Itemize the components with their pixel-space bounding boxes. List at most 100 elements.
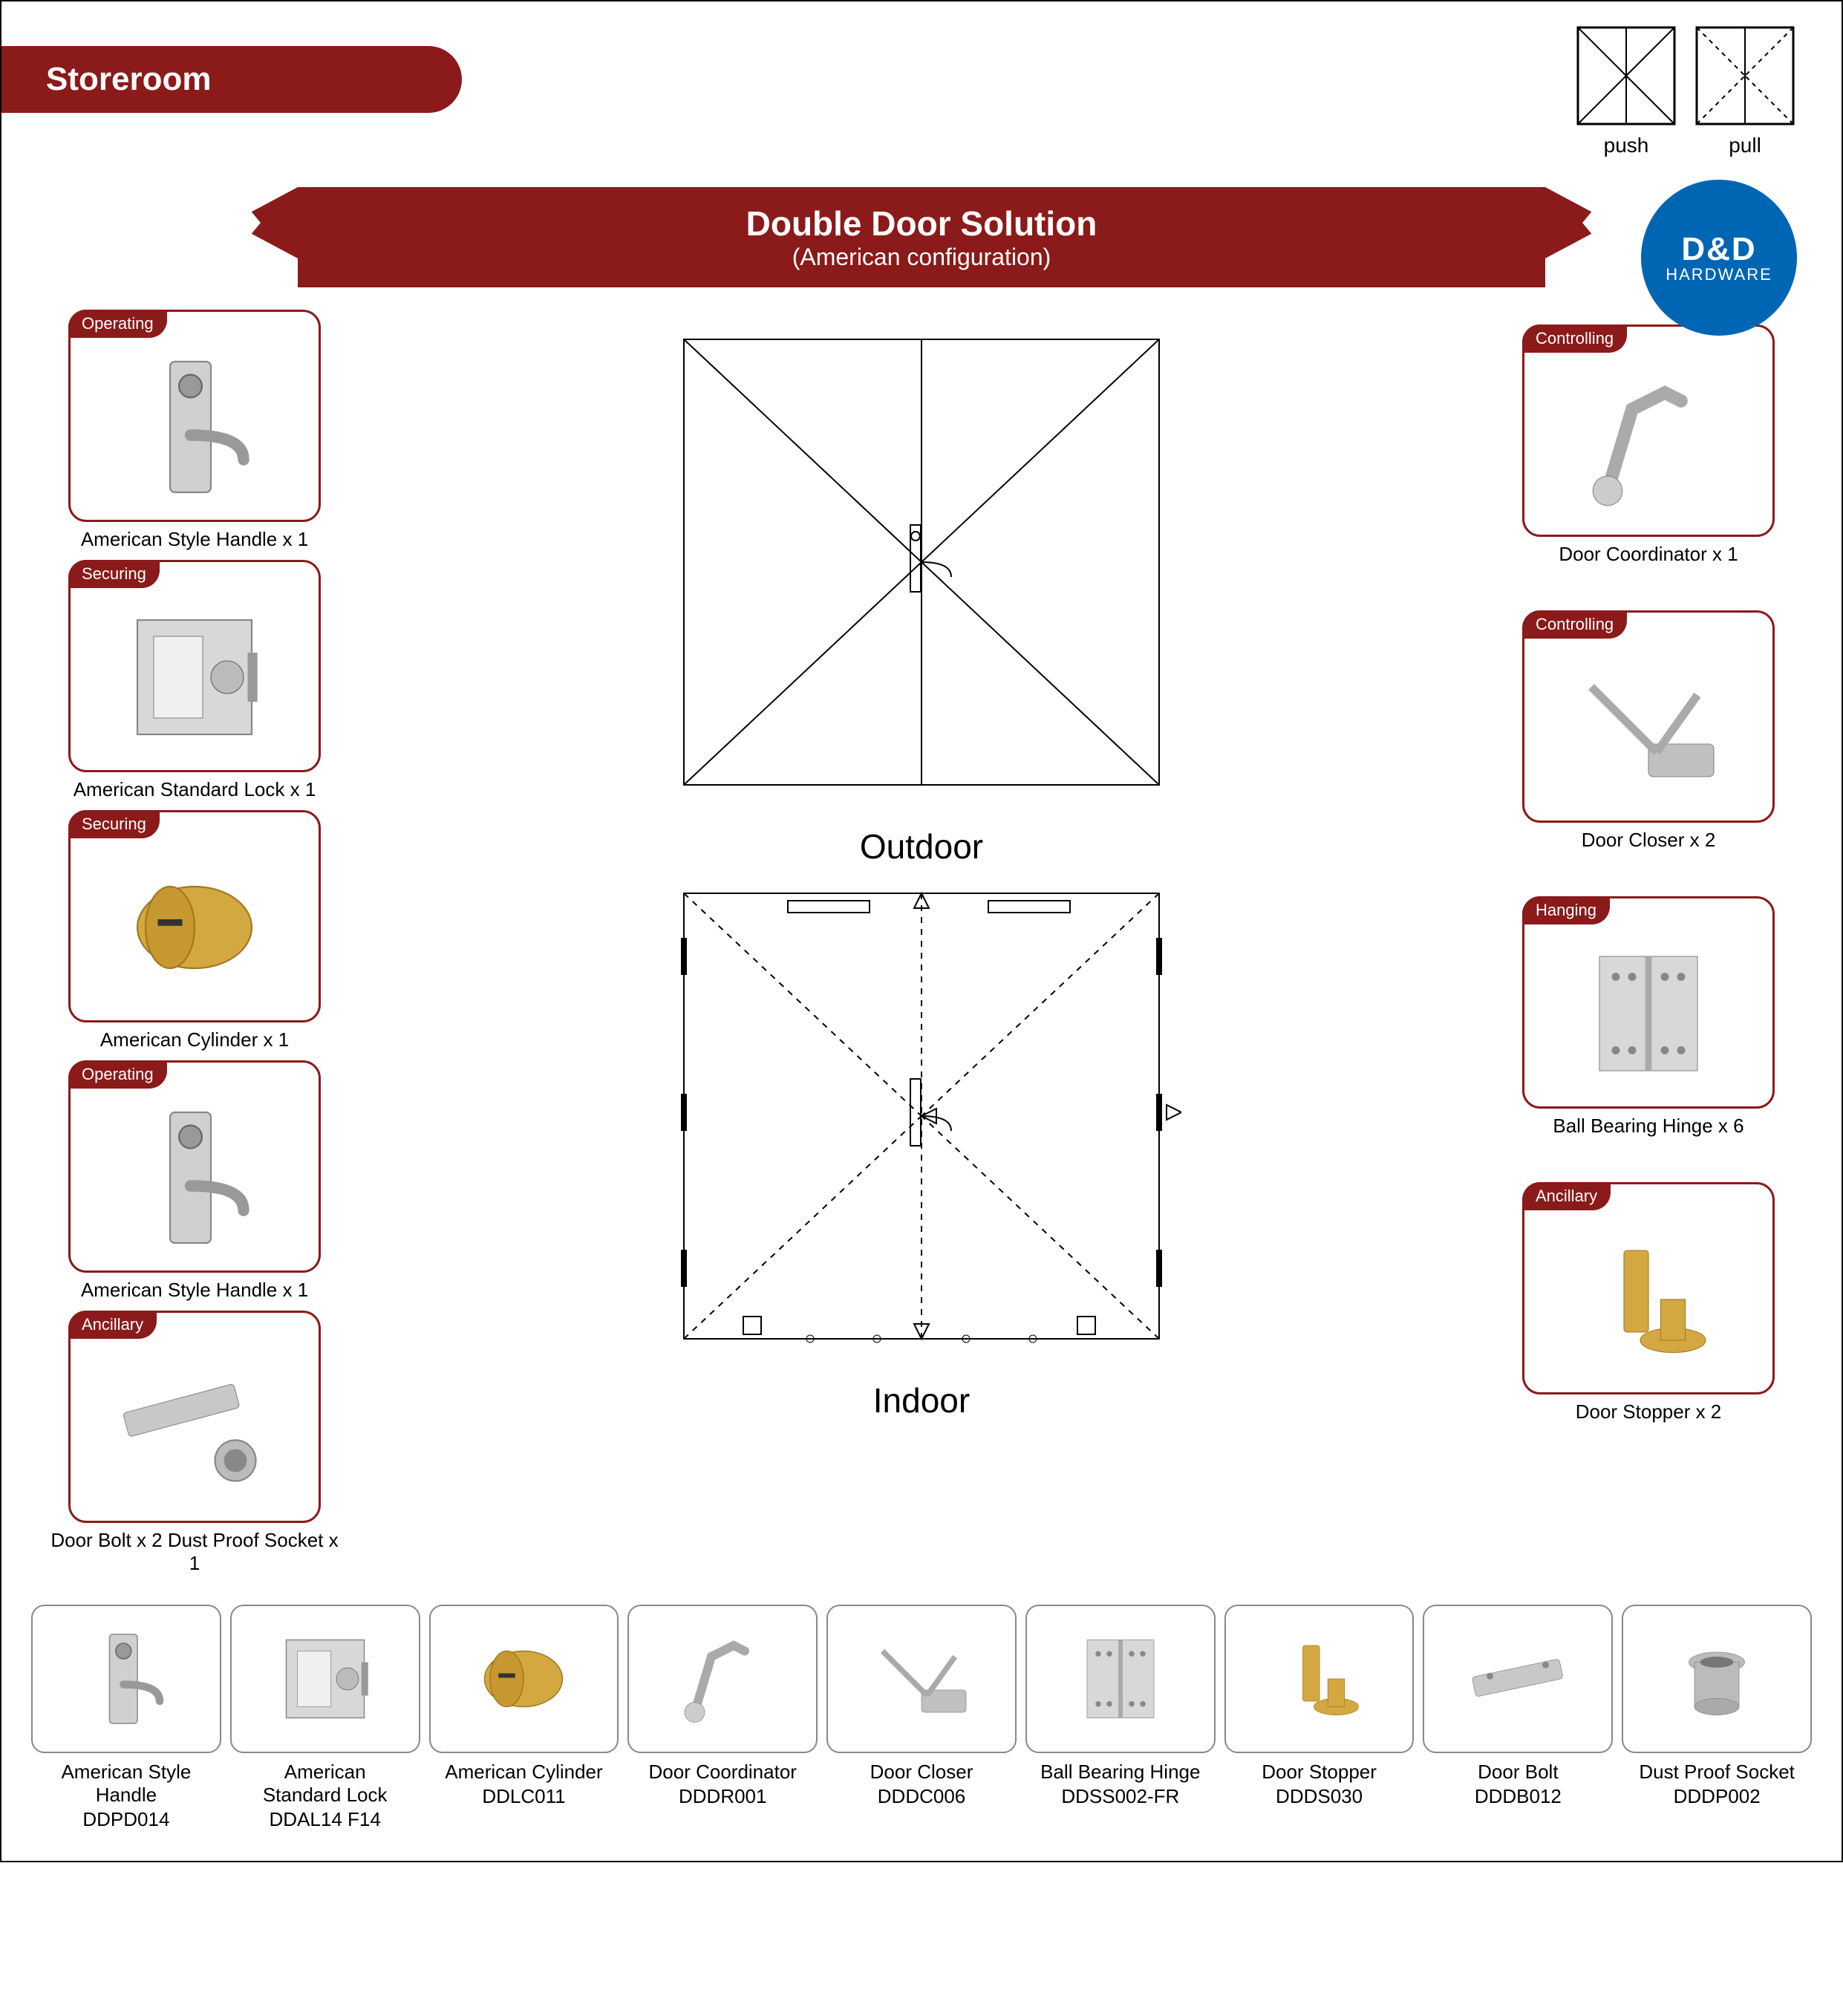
card-caption: Door Coordinator x 1 xyxy=(1559,537,1738,566)
card-wrap-left-4: Ancillary Door Bolt x 2 Dust Proof Socke… xyxy=(46,1311,343,1575)
card-right-2: Hanging xyxy=(1522,896,1775,1109)
card-caption: Door Stopper x 2 xyxy=(1576,1394,1722,1423)
card-tag: Ancillary xyxy=(1522,1182,1611,1210)
right-column: Controlling Door Coordinator x 1 Control… xyxy=(1500,310,1797,1575)
title-ribbon: Double Door Solution (American configura… xyxy=(1,187,1842,287)
product-name: Door Closer xyxy=(826,1761,1017,1784)
closer-icon xyxy=(1524,613,1772,821)
card-left-0: Operating xyxy=(68,310,321,522)
product-item-4: Door Closer DDDC006 xyxy=(826,1605,1017,1831)
card-tag: Securing xyxy=(68,560,160,588)
title-main: Double Door Solution xyxy=(298,203,1545,244)
product-item-6: Door Stopper DDDS030 xyxy=(1224,1605,1415,1831)
left-column: Operating American Style Handle x 1 Secu… xyxy=(46,310,343,1575)
push-pull-legend: push pull xyxy=(1574,24,1797,157)
card-tag: Securing xyxy=(68,810,160,838)
card-wrap-right-0: Controlling Door Coordinator x 1 xyxy=(1500,324,1797,566)
card-wrap-right-2: Hanging Ball Bearing Hinge x 6 xyxy=(1500,896,1797,1138)
coordinator-icon xyxy=(1524,327,1772,535)
card-left-2: Securing xyxy=(68,810,321,1022)
stopper-icon xyxy=(1524,1184,1772,1392)
card-caption: Door Closer x 2 xyxy=(1582,823,1716,852)
card-tag: Controlling xyxy=(1522,324,1627,353)
card-caption: American Style Handle x 1 xyxy=(81,522,308,551)
card-caption: American Style Handle x 1 xyxy=(81,1273,308,1302)
lock-icon xyxy=(71,562,319,770)
handle-icon xyxy=(71,1063,319,1270)
product-code: DDDS030 xyxy=(1224,1785,1415,1808)
card-left-4: Ancillary xyxy=(68,1311,321,1523)
push-icon xyxy=(1574,24,1678,128)
handle-icon xyxy=(31,1605,221,1753)
bolt-icon xyxy=(71,1313,319,1521)
pull-box: pull xyxy=(1693,24,1797,157)
doorbolt-icon xyxy=(1423,1605,1613,1753)
card-caption: American Cylinder x 1 xyxy=(100,1022,289,1051)
product-name: American Cylinder xyxy=(429,1761,619,1784)
header: Storeroom push xyxy=(1,1,1842,157)
card-right-3: Ancillary xyxy=(1522,1182,1775,1394)
card-tag: Operating xyxy=(68,1060,167,1089)
banner-storeroom: Storeroom xyxy=(1,46,462,113)
hinge-icon xyxy=(1025,1605,1216,1753)
indoor-label: Indoor xyxy=(873,1380,970,1420)
card-wrap-left-0: Operating American Style Handle x 1 xyxy=(46,310,343,551)
product-item-3: Door Coordinator DDDR001 xyxy=(627,1605,818,1831)
card-right-0: Controlling xyxy=(1522,324,1775,537)
lock-icon xyxy=(230,1605,420,1753)
page-container: Storeroom push xyxy=(0,0,1843,1862)
product-code: DDPD014 xyxy=(31,1808,221,1831)
cylinder-icon xyxy=(71,812,319,1020)
product-code: DDAL14 F14 xyxy=(230,1808,420,1831)
product-item-5: Ball Bearing Hinge DDSS002-FR xyxy=(1025,1605,1216,1831)
product-name: Door Coordinator xyxy=(627,1761,818,1784)
push-label: push xyxy=(1574,134,1678,157)
indoor-door-diagram xyxy=(662,886,1181,1361)
logo-badge: D&D HARDWARE xyxy=(1641,180,1797,336)
product-item-8: Dust Proof Socket DDDP002 xyxy=(1622,1605,1812,1831)
product-item-1: AmericanStandard Lock DDAL14 F14 xyxy=(230,1605,420,1831)
outdoor-door-diagram xyxy=(662,332,1181,807)
product-name: Door Stopper xyxy=(1224,1761,1415,1784)
product-name: AmericanStandard Lock xyxy=(230,1761,420,1807)
product-code: DDDB012 xyxy=(1423,1785,1613,1808)
center-column: Outdoor xyxy=(358,310,1485,1575)
pull-label: pull xyxy=(1693,134,1797,157)
card-wrap-left-2: Securing American Cylinder x 1 xyxy=(46,810,343,1051)
logo-sub: HARDWARE xyxy=(1666,265,1772,284)
card-wrap-right-1: Controlling Door Closer x 2 xyxy=(1500,610,1797,852)
outdoor-label: Outdoor xyxy=(860,826,983,867)
product-code: DDDR001 xyxy=(627,1785,818,1808)
product-name: Ball Bearing Hinge xyxy=(1025,1761,1216,1784)
card-tag: Controlling xyxy=(1522,610,1627,639)
ribbon-bg: Double Door Solution (American configura… xyxy=(298,187,1545,287)
coordinator-icon xyxy=(627,1605,818,1753)
product-code: DDLC011 xyxy=(429,1785,619,1808)
product-item-2: American Cylinder DDLC011 xyxy=(429,1605,619,1831)
card-left-1: Securing xyxy=(68,560,321,772)
card-tag: Operating xyxy=(68,310,167,338)
card-wrap-left-1: Securing American Standard Lock x 1 xyxy=(46,560,343,801)
product-item-0: American Style Handle DDPD014 xyxy=(31,1605,221,1831)
card-wrap-left-3: Operating American Style Handle x 1 xyxy=(46,1060,343,1302)
product-code: DDDP002 xyxy=(1622,1785,1812,1808)
card-left-3: Operating xyxy=(68,1060,321,1273)
product-item-7: Door Bolt DDDB012 xyxy=(1423,1605,1613,1831)
products-row: American Style Handle DDPD014 AmericanSt… xyxy=(1,1590,1842,1861)
card-caption: Door Bolt x 2 Dust Proof Socket x 1 xyxy=(46,1523,343,1575)
product-code: DDDC006 xyxy=(826,1785,1017,1808)
main-layout: Operating American Style Handle x 1 Secu… xyxy=(1,310,1842,1575)
card-caption: Ball Bearing Hinge x 6 xyxy=(1553,1109,1743,1138)
product-name: Door Bolt xyxy=(1423,1761,1613,1784)
push-box: push xyxy=(1574,24,1678,157)
hinge-icon xyxy=(1524,898,1772,1106)
closer-icon xyxy=(826,1605,1017,1753)
card-tag: Ancillary xyxy=(68,1311,157,1339)
title-sub: (American configuration) xyxy=(298,244,1545,271)
card-wrap-right-3: Ancillary Door Stopper x 2 xyxy=(1500,1182,1797,1423)
logo-main: D&D xyxy=(1681,231,1756,268)
pull-icon xyxy=(1693,24,1797,128)
stopper-icon xyxy=(1224,1605,1415,1753)
socket-icon xyxy=(1622,1605,1812,1753)
product-name: American Style Handle xyxy=(31,1761,221,1807)
